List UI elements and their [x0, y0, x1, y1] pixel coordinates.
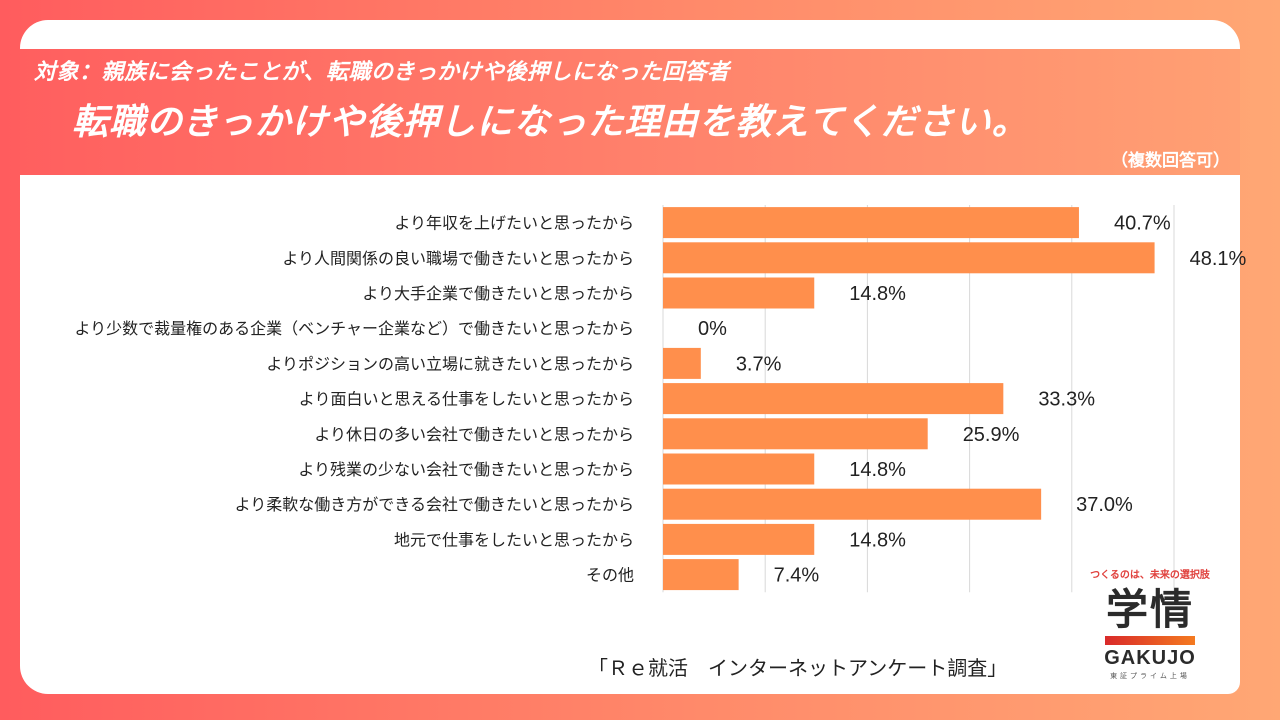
survey-target-subtitle: 対象：親族に会ったことが、転職のきっかけや後押しになった回答者: [34, 60, 730, 85]
category-label-9: 地元で仕事をしたいと思ったから: [394, 530, 634, 549]
bar-1: [663, 242, 1155, 274]
category-label-0: より年収を上げたいと思ったから: [394, 214, 634, 233]
value-label-2: 14.8%: [849, 283, 906, 305]
bar-4: [663, 347, 701, 379]
category-label-3: より少数で裁量権のある企業（ベンチャー企業など）で働きたいと思ったから: [74, 319, 634, 338]
category-labels: より年収を上げたいと思ったからより人間関係の良い職場で働きたいと思ったからより大…: [74, 214, 634, 585]
bar-5: [663, 383, 1004, 415]
value-label-1: 48.1%: [1190, 248, 1247, 270]
survey-source: 「Ｒｅ就活 インターネットアンケート調査」: [588, 656, 1008, 680]
value-label-9: 14.8%: [849, 529, 906, 551]
logo-kanji: 学情: [1105, 585, 1194, 634]
value-label-3: 0%: [698, 318, 727, 340]
value-label-6: 25.9%: [963, 424, 1020, 446]
logo-name: GAKUJO: [1104, 647, 1196, 669]
value-label-5: 33.3%: [1038, 389, 1095, 411]
bar-8: [663, 488, 1042, 520]
bar-2: [663, 277, 815, 309]
category-label-8: より柔軟な働き方ができる会社で働きたいと思ったから: [235, 495, 634, 514]
multiple-answer-note: （複数回答可）: [1111, 151, 1230, 171]
value-label-8: 37.0%: [1076, 494, 1133, 516]
bar-0: [663, 207, 1079, 239]
category-label-7: より残業の少ない会社で働きたいと思ったから: [298, 460, 634, 479]
bar-9: [663, 523, 815, 555]
value-label-4: 3.7%: [736, 353, 782, 375]
value-label-10: 7.4%: [774, 565, 820, 587]
page-title: 転職のきっかけや後押しになった理由を教えてください。: [72, 102, 1029, 143]
category-label-1: より人間関係の良い職場で働きたいと思ったから: [282, 249, 634, 268]
bar-6: [663, 418, 928, 450]
bars: [663, 207, 1155, 591]
category-label-2: より大手企業で働きたいと思ったから: [362, 284, 634, 303]
logo-tagline: つくるのは、未来の選択肢: [1090, 570, 1210, 581]
category-label-5: より面白いと思える仕事をしたいと思ったから: [299, 390, 634, 409]
bar-10: [663, 559, 739, 591]
logo-gradient-bar: [1105, 636, 1195, 645]
header-band: [20, 49, 1240, 175]
logo-listing: 東証プライム上場: [1110, 672, 1190, 680]
category-label-4: よりポジションの高い立場に就きたいと思ったから: [266, 354, 634, 373]
value-label-7: 14.8%: [849, 459, 906, 481]
value-labels: 40.7% 48.1% 14.8% 0% 3.7% 33.3% 25.9% 14.8% 37.0…: [698, 213, 1247, 587]
gakujo-logo: つくるのは、未来の選択肢 学情 GAKUJO 東証プライム上場: [1085, 566, 1215, 681]
value-label-0: 40.7%: [1114, 213, 1171, 235]
bar-7: [663, 453, 815, 485]
category-label-6: より休日の多い会社で働きたいと思ったから: [314, 425, 634, 444]
category-label-10: その他: [586, 566, 634, 585]
